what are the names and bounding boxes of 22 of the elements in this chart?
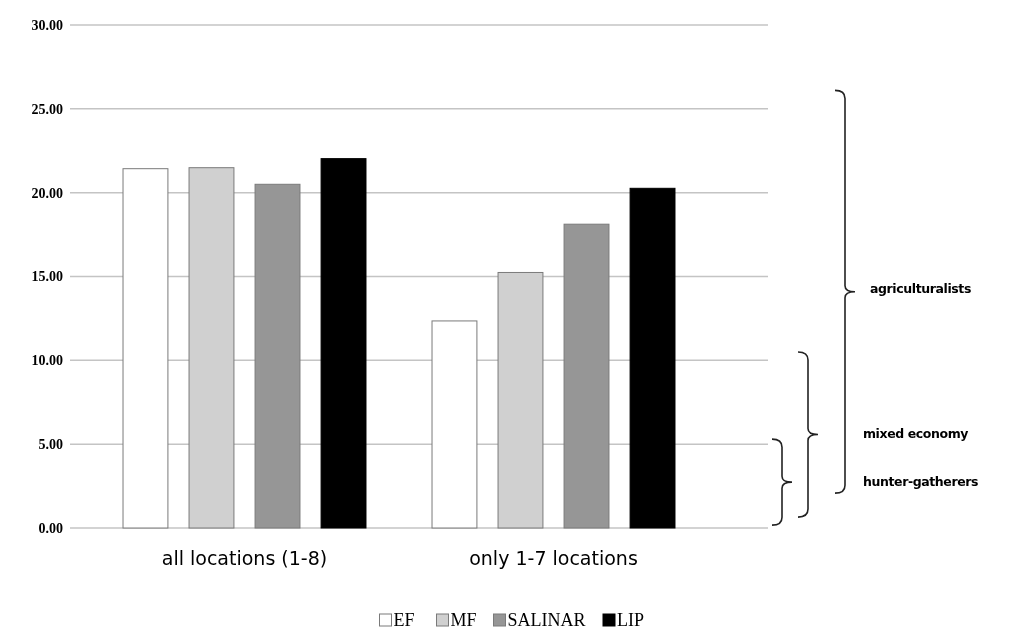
bar: [122, 168, 169, 529]
bar: [431, 320, 478, 529]
y-tick-label: 20.00: [31, 185, 63, 201]
text: mixed economy: [863, 426, 969, 442]
legend-label: LIP: [617, 610, 644, 630]
legend-label: SALINAR: [507, 610, 586, 630]
y-tick-label: 15.00: [31, 269, 63, 285]
legend-label: MF: [450, 610, 477, 630]
y-tick-label: 10.00: [31, 353, 63, 369]
y-tick-label: 25.00: [31, 101, 63, 117]
x-tick-label: only 1-7 locations: [469, 547, 638, 569]
x-tick-label: all locations (1-8): [161, 547, 328, 569]
y-tick-label: 0.00: [38, 520, 63, 536]
bar: [254, 183, 301, 529]
bar: [629, 187, 676, 529]
bar: [320, 158, 367, 529]
bar: [563, 223, 610, 529]
y-tick-label: 5.00: [38, 437, 63, 453]
legend-label: EF: [393, 610, 415, 630]
text: agriculturalists: [870, 280, 971, 296]
text: hunter-gatherers: [863, 474, 979, 490]
y-tick-label: 30.00: [31, 17, 63, 33]
